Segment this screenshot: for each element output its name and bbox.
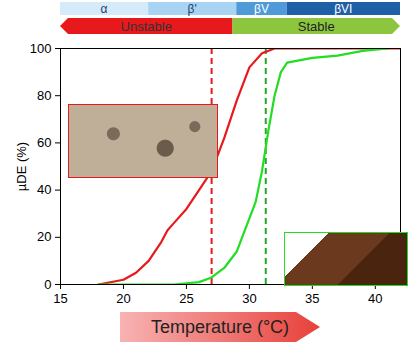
svg-text:60: 60 (37, 135, 51, 150)
svg-text:βV: βV (254, 2, 269, 16)
svg-text:Unstable: Unstable (121, 19, 172, 34)
svg-text:15: 15 (53, 291, 67, 306)
svg-text:β': β' (188, 2, 197, 16)
svg-text:40: 40 (368, 291, 382, 306)
svg-text:µDE (%): µDE (%) (14, 142, 29, 191)
html-text:Temperature (°C): Temperature (°C) (150, 317, 290, 337)
svg-text:35: 35 (305, 291, 319, 306)
svg-text:α: α (101, 2, 108, 16)
svg-text:Stable: Stable (298, 19, 335, 34)
svg-text:20: 20 (37, 229, 51, 244)
svg-text:0: 0 (44, 277, 51, 292)
svg-text:25: 25 (179, 291, 193, 306)
svg-text:30: 30 (242, 291, 256, 306)
svg-text:βVI: βVI (334, 2, 352, 16)
svg-text:80: 80 (37, 88, 51, 103)
svg-text:40: 40 (37, 182, 51, 197)
svg-text:20: 20 (116, 291, 130, 306)
svg-text:100: 100 (30, 41, 52, 56)
